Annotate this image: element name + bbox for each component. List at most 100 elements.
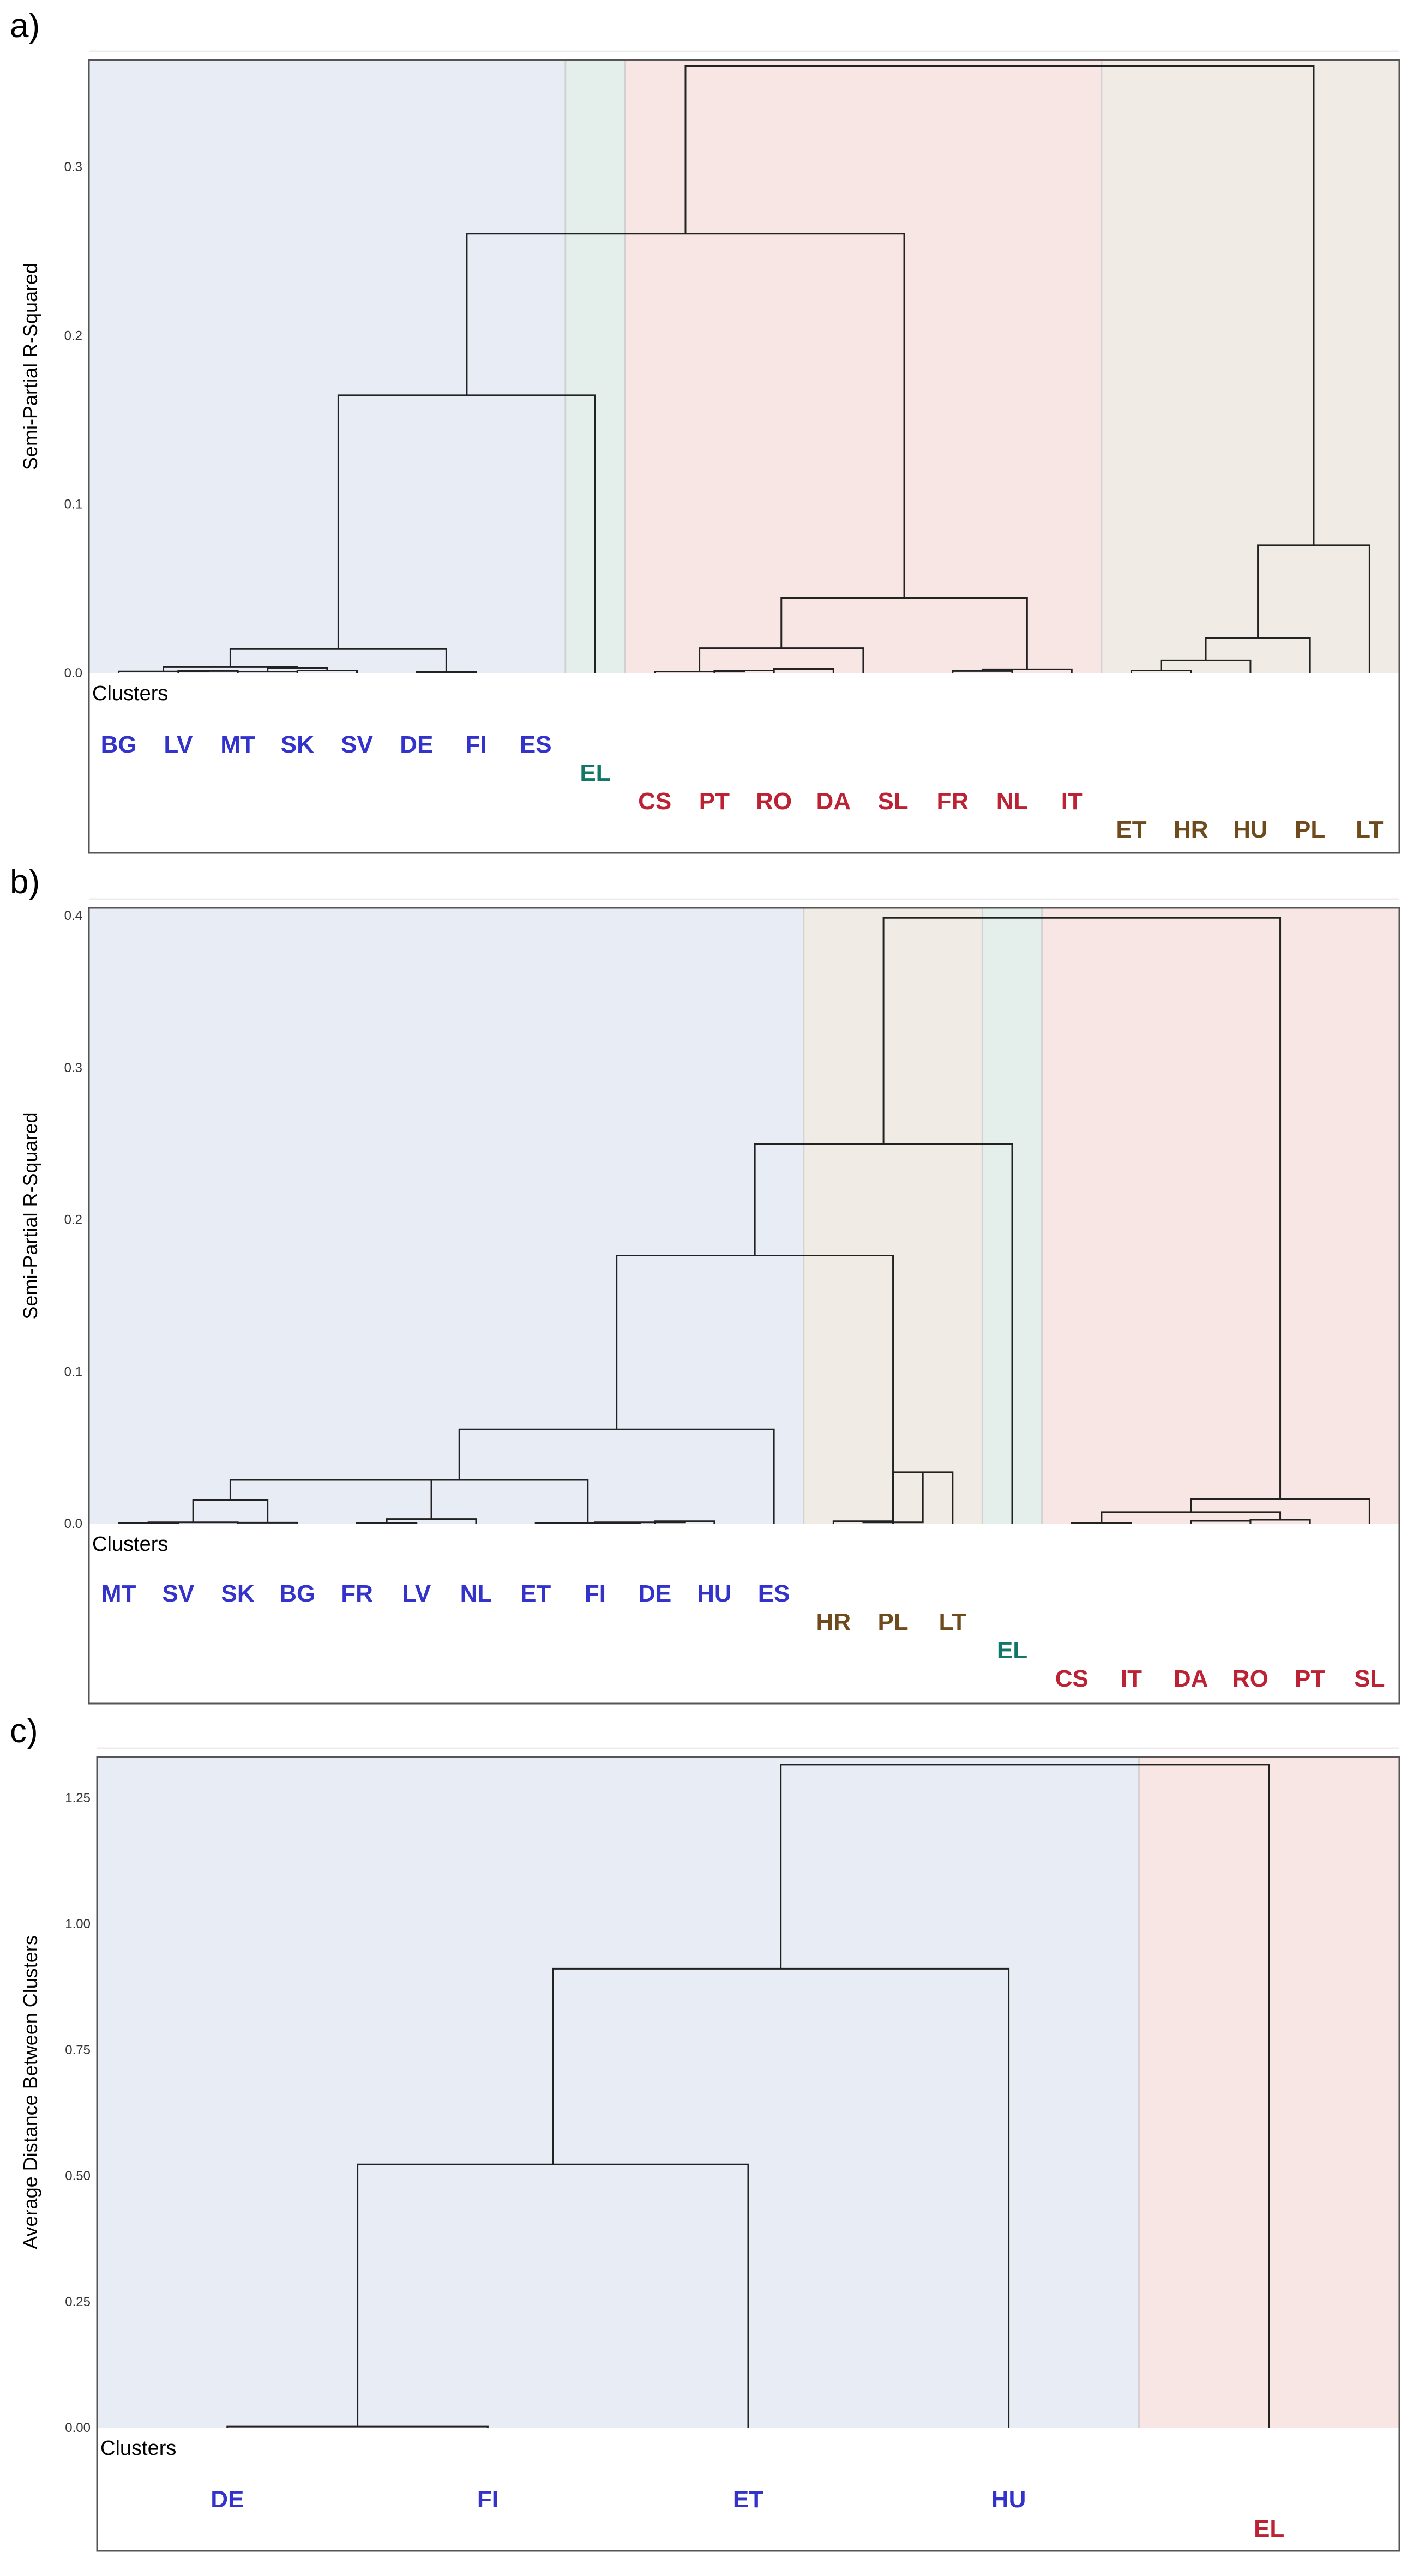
y-tick-label: 0.4 <box>64 908 82 923</box>
leaf-label: LT <box>1356 816 1384 843</box>
clusters-label: Clusters <box>92 1533 168 1556</box>
leaf-label: HU <box>991 2486 1026 2513</box>
dendrogram-link <box>466 233 905 598</box>
panel-frame <box>96 1756 1400 2552</box>
leaf-label: CS <box>638 788 671 815</box>
cluster-band <box>625 60 1102 673</box>
leaf-label: FR <box>936 788 969 815</box>
leaf-label: PT <box>699 788 730 815</box>
y-axis-label: Average Distance Between Clusters <box>19 1935 41 2249</box>
y-tick-label: 0.50 <box>65 2169 91 2183</box>
leaf-label: PL <box>1295 816 1325 843</box>
dendrogram-link <box>458 1428 775 1524</box>
y-tick-label: 0.2 <box>64 1213 82 1227</box>
dendrogram-link <box>1205 637 1311 673</box>
dendrogram-link <box>1249 1519 1311 1524</box>
cluster-band <box>1101 60 1399 673</box>
leaf-label: DE <box>400 731 433 758</box>
leaf-label: SV <box>341 731 373 758</box>
leaf-label: NL <box>460 1580 492 1607</box>
leaf-label: SL <box>1354 1665 1385 1692</box>
dendrogram-link <box>267 667 328 672</box>
dendrogram-panel: c) 0.00 0.25 0.50 0.75 1.00 1.25 Average Distan… <box>10 1712 1400 2552</box>
leaf-label: NL <box>996 788 1029 815</box>
leaf-label: LV <box>164 731 193 758</box>
dendrogram-link <box>416 671 477 673</box>
leaf-label: HR <box>816 1609 851 1635</box>
leaf-label: ET <box>1116 816 1146 843</box>
panel-label: c) <box>10 1712 38 1750</box>
cluster-band <box>1042 908 1399 1524</box>
y-tick-label: 0.00 <box>65 2421 91 2435</box>
leaf-label: EL <box>997 1637 1027 1664</box>
leaf-label: PT <box>1295 1665 1325 1692</box>
leaf-label: SK <box>221 1580 255 1607</box>
leaf-label: ES <box>520 731 552 758</box>
leaf-label: MT <box>220 731 255 758</box>
dendrogram-link <box>534 1522 641 1524</box>
leaf-label: EL <box>1254 2515 1284 2542</box>
leaf-label: RO <box>1232 1665 1268 1692</box>
leaf-label: IT <box>1121 1665 1142 1692</box>
dendrogram-link <box>1101 1511 1282 1524</box>
leaf-label: ES <box>758 1580 790 1607</box>
leaf-label: BG <box>279 1580 315 1607</box>
dendrogram-link <box>684 65 1315 545</box>
dendrogram-link <box>229 648 447 672</box>
y-axis-label: Semi-Partial R-Squared <box>19 263 41 470</box>
dendrogram-link <box>1071 1522 1132 1524</box>
y-tick-label: 0.75 <box>65 2043 91 2057</box>
leaf-label: ET <box>520 1580 551 1607</box>
cluster-band <box>97 1757 1139 2428</box>
dendrogram-link <box>192 1498 269 1523</box>
leaf-label: CS <box>1055 1665 1089 1692</box>
leaf-label: SL <box>877 788 908 815</box>
leaf-label: LT <box>939 1609 967 1635</box>
y-tick-label: 0.25 <box>65 2295 91 2309</box>
cluster-band <box>89 908 804 1524</box>
leaf-label: PL <box>877 1609 908 1635</box>
leaf-label: FI <box>585 1580 606 1607</box>
y-tick-label: 1.00 <box>65 1917 91 1931</box>
dendrogram-link <box>780 1764 1270 2428</box>
leaf-label: SV <box>162 1580 194 1607</box>
leaf-label: DA <box>1174 1665 1208 1692</box>
dendrogram-link <box>882 917 1282 1499</box>
dendrogram-link <box>773 667 834 673</box>
figure-panels: a) 0.0 0.1 0.2 0.3 Semi-Partial R-Squared Clus… <box>10 7 1400 2552</box>
y-tick-label: 0.3 <box>64 1061 82 1075</box>
leaf-label: SK <box>281 731 314 758</box>
y-tick-label: 0.0 <box>64 1516 82 1531</box>
leaf-label: MT <box>101 1580 136 1607</box>
leaf-label: DA <box>816 788 851 815</box>
panel-label: b) <box>10 863 40 901</box>
y-axis-label: Semi-Partial R-Squared <box>19 1112 41 1319</box>
dendrogram-link <box>296 669 358 673</box>
leaf-label: FR <box>341 1580 373 1607</box>
dendrogram-panel: a) 0.0 0.1 0.2 0.3 Semi-Partial R-Squared Clus… <box>10 7 1400 854</box>
dendrogram-link <box>1130 669 1192 673</box>
panel-frame <box>88 907 1400 1705</box>
dendrogram-link <box>357 2163 749 2428</box>
y-tick-label: 0.3 <box>64 160 82 174</box>
dendrogram-link <box>356 1522 418 1524</box>
panel-label: a) <box>10 7 40 45</box>
leaf-label: LV <box>402 1580 431 1607</box>
leaf-label: BG <box>101 731 137 758</box>
dendrogram-link <box>118 1522 179 1524</box>
y-tick-label: 0.1 <box>64 497 82 512</box>
leaf-label: HU <box>1233 816 1268 843</box>
leaf-label: EL <box>580 760 610 786</box>
y-tick-label: 0.2 <box>64 328 82 343</box>
dendrogram-panel: b) 0.0 0.1 0.2 0.3 0.4 Semi-Partial R-Squared C… <box>10 863 1400 1705</box>
leaf-label: DE <box>211 2486 244 2513</box>
dendrogram-link <box>237 1521 298 1524</box>
clusters-label: Clusters <box>92 682 168 705</box>
leaf-label: FI <box>477 2486 498 2513</box>
y-tick-label: 0.1 <box>64 1364 82 1379</box>
y-tick-label: 1.25 <box>65 1791 91 1805</box>
leaf-label: ET <box>733 2486 763 2513</box>
cluster-band <box>89 60 566 673</box>
leaf-label: HR <box>1174 816 1208 843</box>
